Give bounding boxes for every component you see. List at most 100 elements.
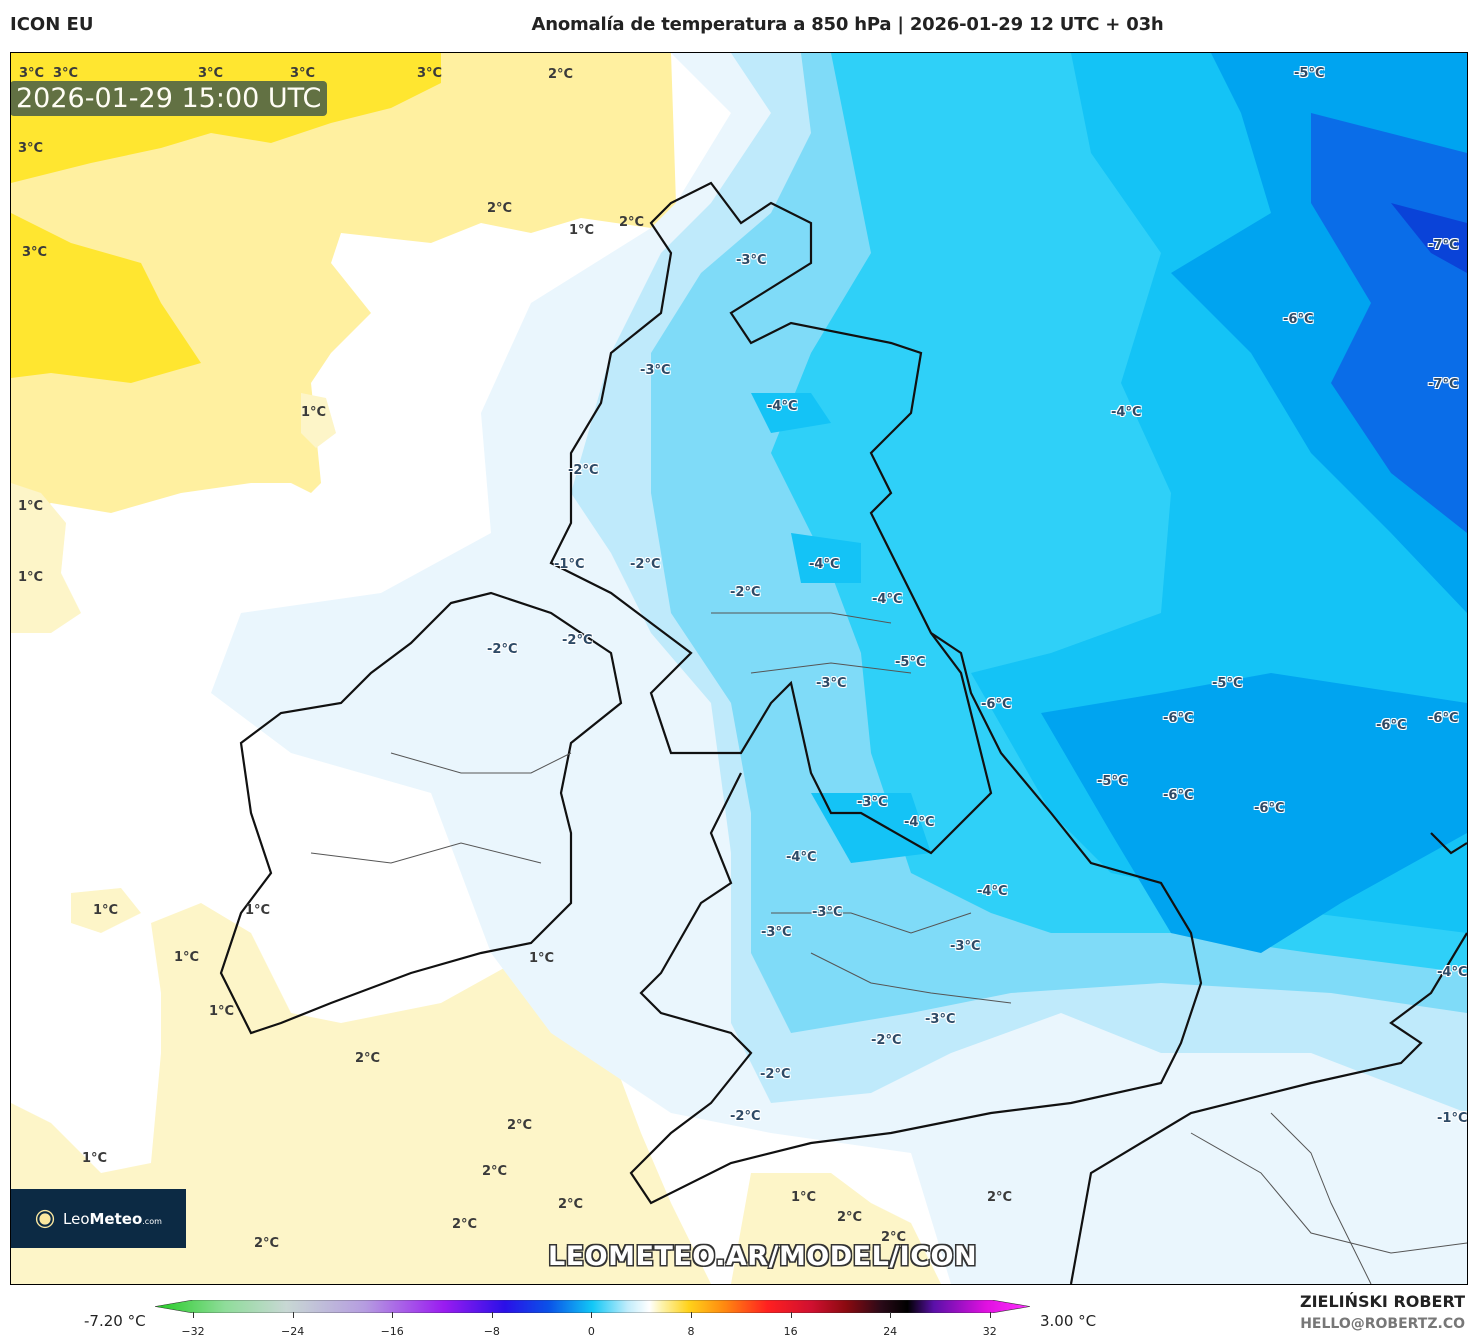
isotherm-label: -2°C <box>871 1033 902 1048</box>
colorbar-tick-mark <box>193 1312 194 1318</box>
isotherm-label: 1°C <box>18 499 44 514</box>
chart-title-text: Anomalía de temperatura a 850 hPa | 2026… <box>531 14 1164 35</box>
isotherm-label: -1°C <box>1437 1111 1468 1126</box>
colorbar-min-label: -7.20 °C <box>84 1312 146 1330</box>
colorbar <box>155 1300 1030 1313</box>
isotherm-label: 1°C <box>174 950 200 965</box>
isotherm-label: -4°C <box>767 399 798 414</box>
isotherm-label: 2°C <box>837 1210 863 1225</box>
map-fill-layer <box>11 53 1467 1284</box>
colorbar-tick-label: −32 <box>181 1325 205 1338</box>
colorbar-tick-label: 32 <box>982 1325 997 1338</box>
isotherm-label: -4°C <box>872 592 903 607</box>
colorbar-tick-label: 24 <box>883 1325 898 1338</box>
isotherm-label: 3°C <box>417 66 443 81</box>
isotherm-label: 2°C <box>487 201 513 216</box>
isotherm-label: 3°C <box>290 66 316 81</box>
sun-icon <box>39 1212 51 1225</box>
isotherm-label: 2°C <box>355 1051 381 1066</box>
isotherm-label: 3°C <box>53 66 79 81</box>
isotherm-label: -4°C <box>809 557 840 572</box>
isotherm-label: -2°C <box>730 585 761 600</box>
isotherm-label: -2°C <box>730 1109 761 1124</box>
isotherm-label: -4°C <box>1437 965 1468 980</box>
colorbar-tick-label: 8 <box>687 1325 695 1338</box>
colorbar-tick-label: 16 <box>783 1325 798 1338</box>
isotherm-label: -3°C <box>950 939 981 954</box>
isotherm-label: -7°C <box>1428 238 1459 253</box>
isotherm-label: 1°C <box>82 1151 108 1166</box>
colorbar-max-label: 3.00 °C <box>1040 1312 1097 1330</box>
colorbar-tick-mark <box>790 1312 792 1318</box>
isotherm-label: -6°C <box>1376 718 1407 733</box>
isotherm-label: 2°C <box>548 67 574 82</box>
isotherm-label: 2°C <box>482 1164 508 1179</box>
watermark: LEOMETEO.AR/MODEL/ICON <box>548 1241 978 1272</box>
isotherm-label: 3°C <box>22 245 48 260</box>
region-borders-layer <box>310 612 1467 1284</box>
isotherm-label: -5°C <box>1212 676 1243 691</box>
isotherm-label: -2°C <box>487 642 518 657</box>
isotherm-label: -3°C <box>761 925 792 940</box>
isotherm-label: -4°C <box>977 884 1008 899</box>
isotherm-label: -2°C <box>562 633 593 648</box>
isotherm-label: -4°C <box>904 815 935 830</box>
colorbar-tick-mark <box>591 1312 593 1318</box>
isotherm-label: -6°C <box>981 697 1012 712</box>
isotherm-label: 2°C <box>881 1230 907 1245</box>
isotherm-label: -3°C <box>736 253 767 268</box>
colorbar-tick-label: −16 <box>380 1325 404 1338</box>
leometeo-logo[interactable]: LeoMeteo.com <box>11 1189 186 1248</box>
isotherm-label: 1°C <box>301 405 327 420</box>
coastline-layer <box>219 181 1467 1284</box>
model-name: ICON EU <box>10 14 94 35</box>
isotherm-label: 2°C <box>619 215 645 230</box>
isotherm-label: -3°C <box>640 363 671 378</box>
isotherm-label: 3°C <box>18 141 44 156</box>
isotherm-label: -7°C <box>1428 377 1459 392</box>
isotherm-label: 2°C <box>254 1236 280 1251</box>
chart-title: Anomalía de temperatura a 850 hPa | 2026… <box>0 14 1475 35</box>
isotherm-label: 3°C <box>19 66 45 81</box>
isotherm-label: 2°C <box>987 1190 1013 1205</box>
temperature-anomaly-map[interactable]: 2026-01-29 15:00 UTC 3°C 3°C 3°C 3°C 3°C 2°C 3… <box>10 52 1468 1285</box>
colorbar-tick-label: 0 <box>587 1325 595 1338</box>
isotherm-label: 3°C <box>198 66 224 81</box>
isotherm-label: -5°C <box>1097 774 1128 789</box>
isotherm-label: 1°C <box>93 903 119 918</box>
colorbar-tick-mark <box>292 1312 294 1318</box>
isotherm-label: -3°C <box>812 905 843 920</box>
isotherm-label: 1°C <box>209 1004 235 1019</box>
isotherm-label: 2°C <box>558 1197 584 1212</box>
isotherm-label: 1°C <box>569 223 595 238</box>
isotherm-label: -1°C <box>554 557 585 572</box>
author-email[interactable]: HELLO@ROBERTZ.CO <box>1300 1316 1465 1332</box>
isotherm-label: -5°C <box>895 655 926 670</box>
isotherm-label: 1°C <box>245 903 271 918</box>
isotherm-label: -6°C <box>1428 711 1459 726</box>
isotherm-label: -5°C <box>1294 66 1325 81</box>
isotherm-label: 2°C <box>507 1118 533 1133</box>
isotherm-label: -3°C <box>925 1012 956 1027</box>
isotherm-label: -6°C <box>1283 312 1314 327</box>
logo-text: LeoMeteo.com <box>63 1209 162 1228</box>
isotherm-label: -2°C <box>568 463 599 478</box>
isotherm-label: -4°C <box>786 850 817 865</box>
isotherm-label: -4°C <box>1111 405 1142 420</box>
colorbar-tick-mark <box>691 1312 692 1318</box>
isotherm-label: -3°C <box>816 676 847 691</box>
isotherm-label: -6°C <box>1163 711 1194 726</box>
isotherm-label: 1°C <box>529 951 555 966</box>
colorbar-tick-label: −8 <box>483 1325 500 1338</box>
colorbar-tick-mark <box>491 1312 493 1318</box>
isotherm-label: -2°C <box>760 1067 791 1082</box>
colorbar-tick-mark <box>392 1312 394 1318</box>
isotherm-label: -6°C <box>1163 788 1194 803</box>
isotherm-label: -3°C <box>857 795 888 810</box>
valid-time-badge: 2026-01-29 15:00 UTC <box>11 81 328 116</box>
colorbar-tick-label: −24 <box>280 1325 305 1338</box>
isotherm-label: 1°C <box>18 570 44 585</box>
colorbar-tick-mark <box>989 1312 991 1318</box>
colorbar-tick-mark <box>890 1312 892 1318</box>
isotherm-label: 2°C <box>452 1217 478 1232</box>
